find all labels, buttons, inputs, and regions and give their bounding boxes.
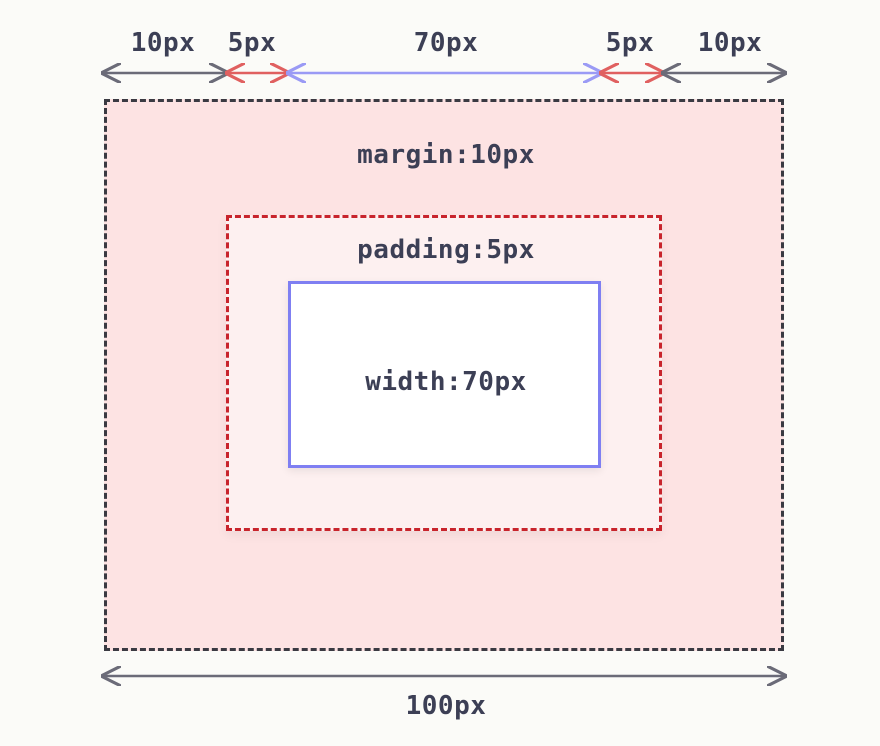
left-padding-label: 5px: [227, 28, 277, 58]
padding-box-label: padding:5px: [357, 235, 535, 265]
content-box-label: width:70px: [365, 367, 527, 397]
margin-box: [104, 99, 784, 651]
left-margin-label: 10px: [130, 28, 196, 58]
margin-box-label: margin:10px: [357, 140, 535, 170]
content-width-label: 70px: [413, 28, 479, 58]
right-padding-label: 5px: [605, 28, 655, 58]
content-box: [288, 281, 601, 468]
right-margin-label: 10px: [697, 28, 763, 58]
total-width-label: 100px: [405, 691, 487, 721]
